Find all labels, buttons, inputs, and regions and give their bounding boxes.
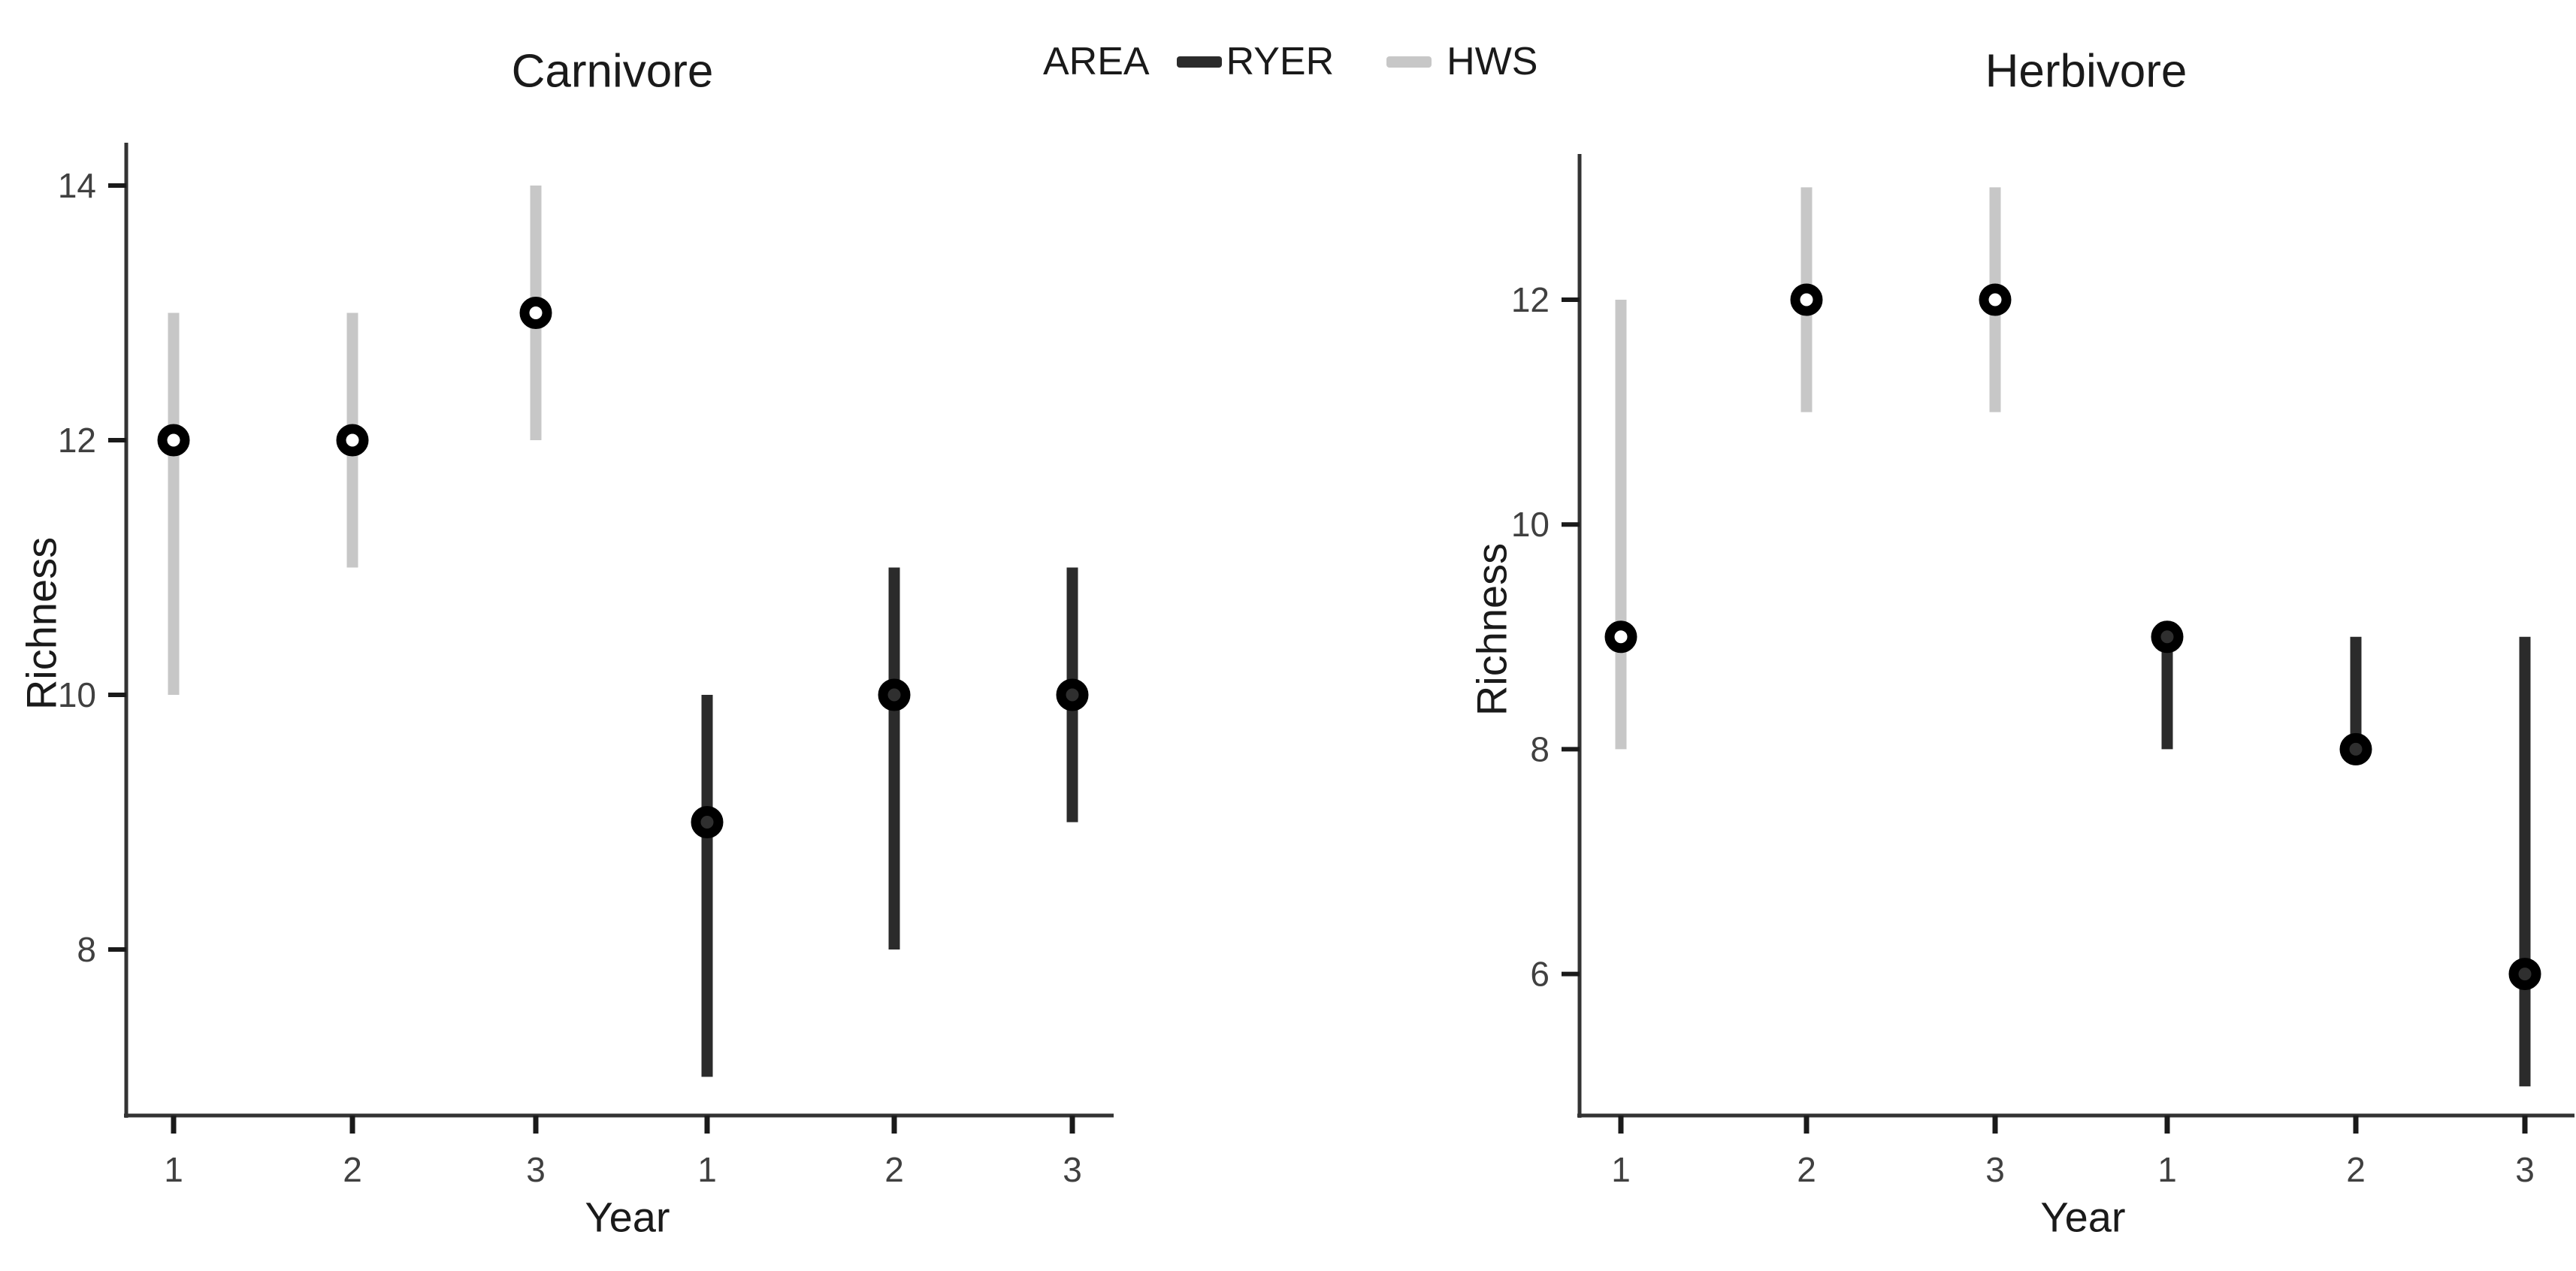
legend-label-ryer: RYER xyxy=(1226,40,1335,83)
carnivore-hws-year3-point-marker xyxy=(519,297,552,329)
herbivore-y-tick-label: 10 xyxy=(1511,505,1550,544)
herbivore-hws-year2-point-marker xyxy=(1790,283,1823,316)
carnivore-x-tick-label: 2 xyxy=(884,1150,904,1189)
carnivore-ryer-year2-point-marker xyxy=(878,678,911,711)
herbivore-x-tick-label: 3 xyxy=(2515,1150,2535,1189)
legend: AREA RYER HWS xyxy=(1043,39,1537,84)
herbivore-x-tick-label: 1 xyxy=(2157,1150,2177,1189)
carnivore-x-tick-label: 1 xyxy=(697,1150,717,1189)
carnivore-x-tick-label: 2 xyxy=(343,1150,362,1189)
legend-swatch-hws xyxy=(1386,56,1432,68)
herbivore-hws-year3-point-marker xyxy=(1979,283,2012,316)
carnivore-ryer-year3-point-marker xyxy=(1056,678,1089,711)
legend-label-hws: HWS xyxy=(1447,40,1538,83)
herbivore-x-tick-label: 2 xyxy=(1797,1150,1816,1189)
herbivore-y-tick-label: 6 xyxy=(1530,955,1550,994)
herbivore-hws-year1-point-marker xyxy=(1604,620,1637,654)
herbivore-x-tick-label: 3 xyxy=(1985,1150,2005,1189)
herbivore-y-tick-label: 8 xyxy=(1530,729,1550,768)
herbivore-ryer-year3-point-marker xyxy=(2508,958,2541,991)
herbivore-x-tick-label: 2 xyxy=(2346,1150,2366,1189)
x-axis-title-herbivore: Year xyxy=(2040,1193,2126,1241)
carnivore-hws-year2-point-marker xyxy=(336,424,369,457)
carnivore-hws-year1-point-marker xyxy=(157,424,190,457)
y-axis-title-carnivore: Richness xyxy=(17,536,65,711)
legend-swatch-ryer xyxy=(1176,56,1222,68)
carnivore-x-tick-label: 3 xyxy=(1063,1150,1082,1189)
herbivore-y-tick-label: 12 xyxy=(1511,280,1550,319)
x-axis-title-carnivore: Year xyxy=(585,1193,670,1241)
herbivore-x-tick-label: 1 xyxy=(1611,1150,1631,1189)
carnivore-y-tick-label: 12 xyxy=(58,421,96,460)
carnivore-y-tick-label: 14 xyxy=(58,166,96,205)
legend-title: AREA xyxy=(1043,40,1150,83)
carnivore-ryer-year1-point-marker xyxy=(691,806,724,838)
carnivore-y-tick-label: 10 xyxy=(58,675,96,714)
carnivore-x-tick-label: 3 xyxy=(526,1150,546,1189)
herbivore-ryer-year2-point-marker xyxy=(2339,732,2372,765)
panel-title-herbivore: Herbivore xyxy=(1985,45,2187,98)
y-axis-title-herbivore: Richness xyxy=(1468,542,1516,717)
herbivore-ryer-year1-point-marker xyxy=(2151,620,2184,654)
panel-title-carnivore: Carnivore xyxy=(511,45,714,98)
carnivore-y-tick-label: 8 xyxy=(77,930,96,969)
carnivore-x-tick-label: 1 xyxy=(164,1150,183,1189)
